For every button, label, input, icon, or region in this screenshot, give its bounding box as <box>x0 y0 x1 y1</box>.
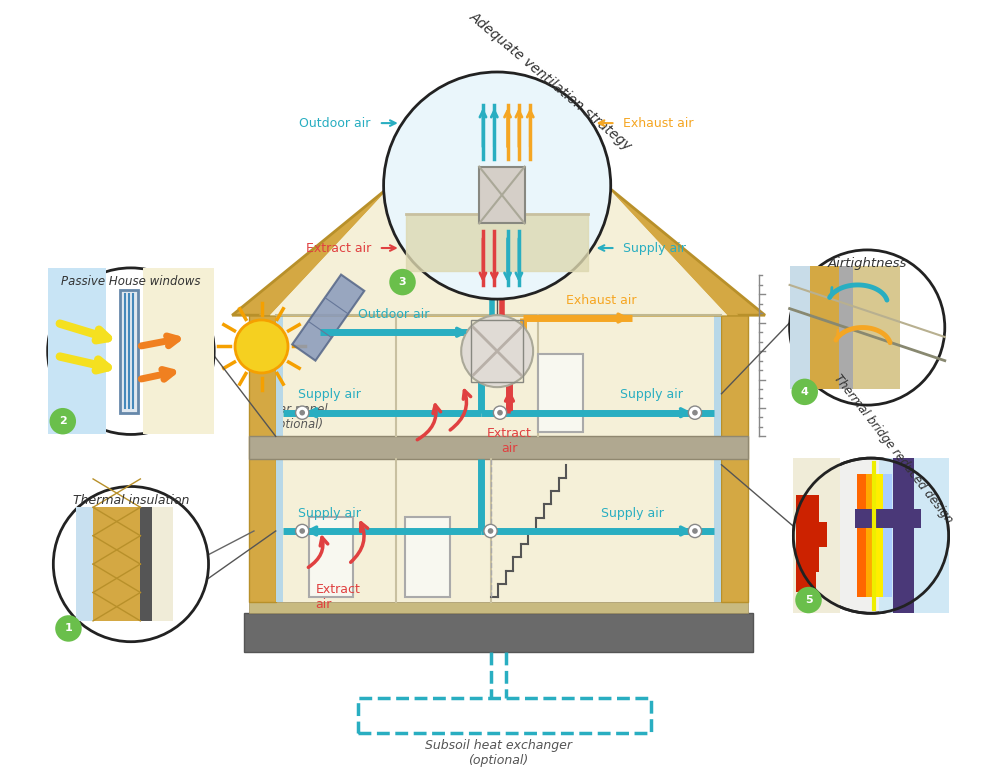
FancyBboxPatch shape <box>839 266 853 389</box>
FancyBboxPatch shape <box>479 167 525 223</box>
FancyBboxPatch shape <box>866 474 875 598</box>
FancyBboxPatch shape <box>853 266 900 389</box>
Circle shape <box>461 315 533 387</box>
Text: Extract
air: Extract air <box>487 427 532 455</box>
FancyBboxPatch shape <box>538 354 583 431</box>
FancyBboxPatch shape <box>879 458 949 613</box>
Circle shape <box>790 250 945 405</box>
Text: 1: 1 <box>65 624 72 633</box>
Text: Thermal bridge reduced design: Thermal bridge reduced design <box>831 373 955 526</box>
Circle shape <box>299 410 305 416</box>
Circle shape <box>493 406 507 419</box>
Circle shape <box>488 528 493 534</box>
Text: Outdoor air: Outdoor air <box>299 117 379 130</box>
FancyBboxPatch shape <box>140 507 152 621</box>
Text: Thermal insulation: Thermal insulation <box>73 494 189 507</box>
Circle shape <box>688 406 702 419</box>
Text: Supply air: Supply air <box>298 388 361 401</box>
Circle shape <box>692 528 698 534</box>
Text: Adequate ventilation strategy: Adequate ventilation strategy <box>467 9 635 153</box>
FancyBboxPatch shape <box>714 315 721 602</box>
FancyBboxPatch shape <box>883 474 892 598</box>
Circle shape <box>791 379 818 405</box>
Circle shape <box>55 615 82 642</box>
FancyBboxPatch shape <box>283 315 714 602</box>
FancyBboxPatch shape <box>796 547 819 572</box>
Polygon shape <box>232 97 765 315</box>
FancyBboxPatch shape <box>309 517 353 598</box>
Polygon shape <box>270 71 727 315</box>
Circle shape <box>497 410 503 416</box>
FancyBboxPatch shape <box>276 315 283 602</box>
FancyBboxPatch shape <box>793 458 840 613</box>
Text: Exhaust air: Exhaust air <box>566 294 637 307</box>
Text: 3: 3 <box>399 277 406 287</box>
FancyBboxPatch shape <box>143 268 214 434</box>
Text: Exhaust air: Exhaust air <box>615 117 694 130</box>
Text: 2: 2 <box>59 416 67 426</box>
FancyBboxPatch shape <box>893 458 914 613</box>
Circle shape <box>384 72 611 299</box>
Polygon shape <box>292 274 364 361</box>
Text: Outdoor air: Outdoor air <box>358 308 429 321</box>
Circle shape <box>235 320 288 373</box>
FancyBboxPatch shape <box>855 509 921 528</box>
Text: Airtightness: Airtightness <box>828 257 907 271</box>
Circle shape <box>48 268 214 434</box>
Polygon shape <box>259 87 738 315</box>
Text: Supply air: Supply air <box>298 506 361 519</box>
FancyBboxPatch shape <box>796 572 816 592</box>
FancyBboxPatch shape <box>152 507 173 621</box>
Text: Extract air: Extract air <box>306 241 379 254</box>
Circle shape <box>793 458 949 613</box>
Circle shape <box>296 406 309 419</box>
FancyBboxPatch shape <box>249 315 276 602</box>
FancyBboxPatch shape <box>244 613 753 652</box>
FancyBboxPatch shape <box>796 522 827 547</box>
Circle shape <box>484 524 497 537</box>
FancyBboxPatch shape <box>249 602 748 613</box>
FancyBboxPatch shape <box>790 266 810 389</box>
FancyBboxPatch shape <box>93 507 140 621</box>
Text: 4: 4 <box>801 386 809 397</box>
Text: Extract
air: Extract air <box>315 583 360 611</box>
Circle shape <box>53 486 209 642</box>
Circle shape <box>795 587 822 613</box>
FancyBboxPatch shape <box>721 315 748 602</box>
FancyBboxPatch shape <box>810 266 839 389</box>
Circle shape <box>692 410 698 416</box>
Text: 5: 5 <box>805 595 812 605</box>
Text: Passive House windows: Passive House windows <box>61 275 201 288</box>
FancyBboxPatch shape <box>405 517 450 598</box>
Circle shape <box>296 524 309 537</box>
Circle shape <box>299 528 305 534</box>
Text: Supply air: Supply air <box>620 388 683 401</box>
FancyBboxPatch shape <box>48 268 106 434</box>
Text: Supply air: Supply air <box>601 506 664 519</box>
Polygon shape <box>270 71 727 315</box>
Circle shape <box>688 524 702 537</box>
FancyBboxPatch shape <box>76 507 93 621</box>
Circle shape <box>50 408 76 434</box>
Circle shape <box>389 269 416 295</box>
Text: Solar panel
(optional): Solar panel (optional) <box>261 404 328 431</box>
FancyBboxPatch shape <box>120 290 138 413</box>
Text: Subsoil heat exchanger
(optional): Subsoil heat exchanger (optional) <box>425 739 572 767</box>
FancyBboxPatch shape <box>857 474 866 598</box>
FancyBboxPatch shape <box>796 495 819 522</box>
FancyBboxPatch shape <box>249 436 748 459</box>
Text: Supply air: Supply air <box>615 241 686 254</box>
FancyBboxPatch shape <box>874 474 884 598</box>
